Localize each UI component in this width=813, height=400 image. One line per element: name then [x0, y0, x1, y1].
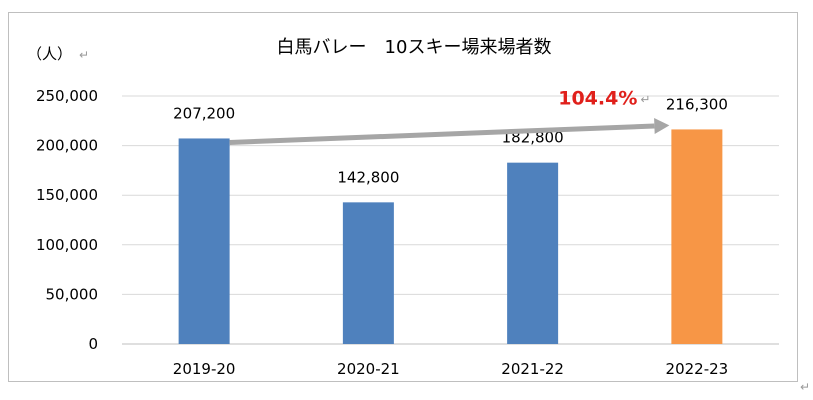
y-tick-label: 250,000 [36, 87, 98, 105]
chart-frame: 白馬バレー 10スキー場来場者数 （人） ↵ 0 50,000 100,000 150… [8, 12, 798, 382]
y-axis-unit-label: （人） [27, 45, 72, 63]
y-tick-label: 200,000 [36, 137, 98, 155]
chart-title: 白馬バレー 10スキー場来場者数 [277, 37, 552, 58]
y-tick-label: 50,000 [46, 285, 99, 303]
y-tick-label: 100,000 [36, 236, 98, 254]
y-tick-label: 0 [88, 335, 98, 353]
data-label: 207,200 [173, 104, 235, 122]
annotation-return-mark: ↵ [640, 92, 650, 106]
bar-2019-20 [178, 138, 230, 344]
x-tick-label: 2021-22 [501, 360, 564, 378]
data-label: 142,800 [337, 168, 399, 186]
growth-percentage-label: 104.4% [558, 87, 637, 109]
x-tick-label: 2019-20 [173, 360, 236, 378]
x-tick-label: 2022-23 [666, 360, 729, 378]
paragraph-return-mark: ↵ [800, 380, 811, 394]
growth-arrow-line [229, 123, 655, 145]
bar-2022-23 [671, 129, 723, 344]
growth-arrowhead-icon [654, 118, 670, 135]
y-unit-return-mark: ↵ [79, 48, 89, 62]
data-label: 216,300 [666, 95, 728, 113]
bar-2020-21 [342, 202, 394, 344]
y-tick-label: 150,000 [36, 186, 98, 204]
chart-svg: 白馬バレー 10スキー場来場者数 （人） ↵ 0 50,000 100,000 150… [27, 37, 779, 378]
bar-2021-22 [507, 162, 559, 344]
x-tick-label: 2020-21 [337, 360, 400, 378]
